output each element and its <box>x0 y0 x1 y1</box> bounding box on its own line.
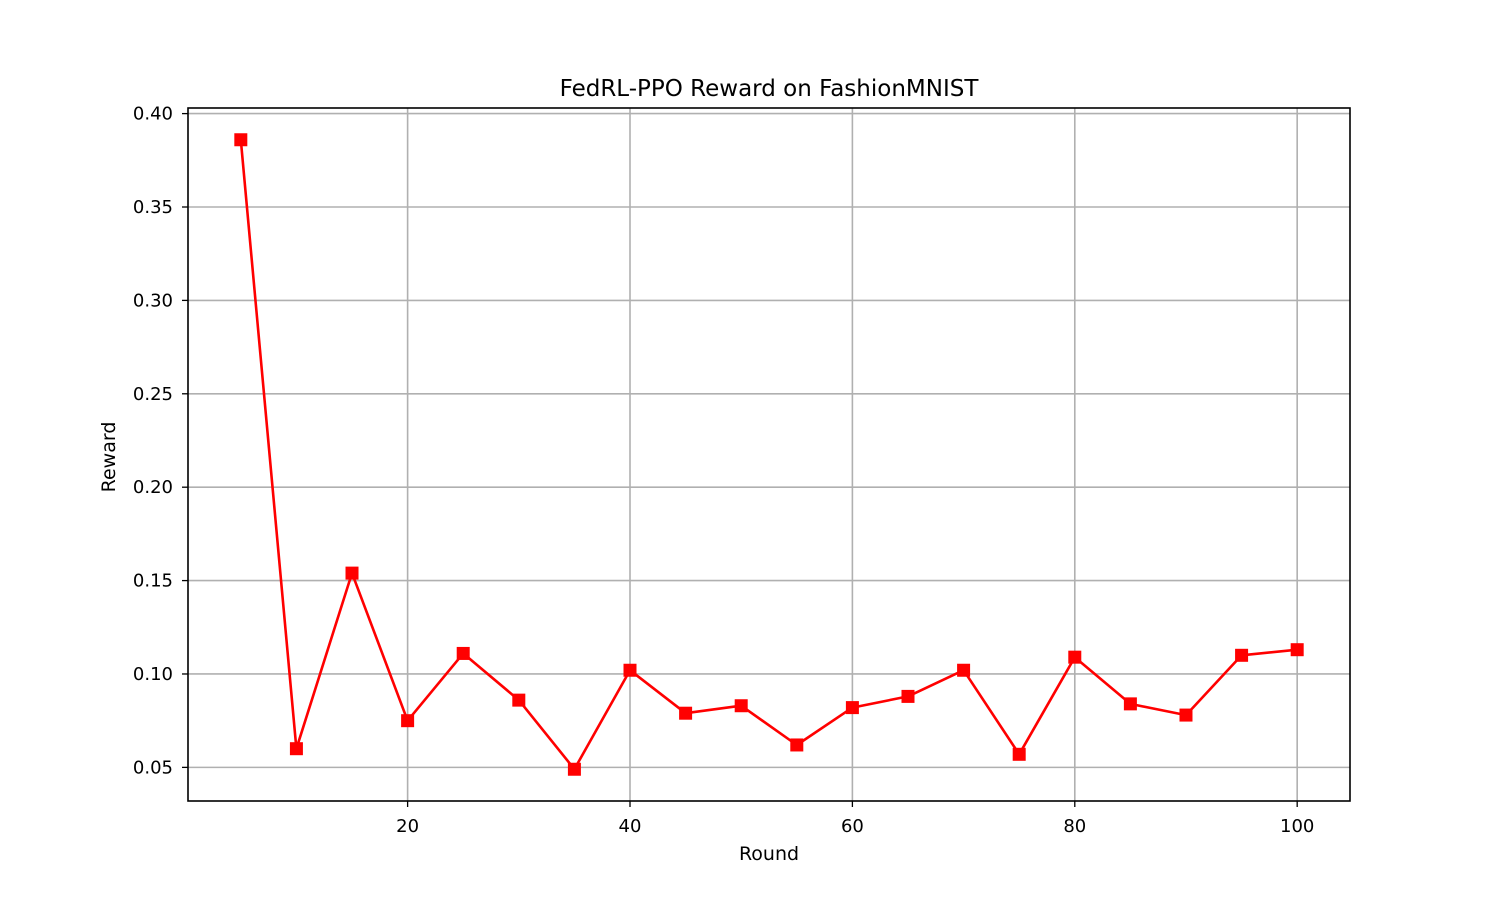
x-tick-label: 80 <box>1063 816 1086 837</box>
data-point <box>1012 747 1026 761</box>
data-point <box>1235 648 1249 662</box>
y-tick-label: 0.25 <box>133 384 173 405</box>
y-tick-label: 0.35 <box>133 197 173 218</box>
y-tick-label: 0.10 <box>133 664 173 685</box>
data-point <box>401 714 415 728</box>
y-tick-label: 0.20 <box>133 477 173 498</box>
data-point <box>957 663 971 677</box>
x-axis-label: Round <box>739 843 799 865</box>
plot-frame <box>187 107 1351 802</box>
series-line <box>239 139 1298 771</box>
y-axis-label: Reward <box>98 422 120 493</box>
data-point <box>567 762 581 776</box>
data-point <box>623 663 637 677</box>
y-tick-label: 0.15 <box>133 571 173 592</box>
data-point <box>901 689 915 703</box>
chart-title: FedRL-PPO Reward on FashionMNIST <box>560 76 980 102</box>
data-point <box>234 133 248 147</box>
y-axis: 0.05 0.10 0.15 0.20 0.25 0.30 0.35 0.40 <box>133 104 188 778</box>
y-tick-label: 0.05 <box>133 757 173 778</box>
data-point <box>734 699 748 713</box>
data-point <box>289 742 303 756</box>
data-point <box>1123 697 1137 711</box>
x-tick-label: 40 <box>619 816 642 837</box>
y-tick-label: 0.40 <box>133 104 173 125</box>
x-axis: 20 40 60 80 100 <box>396 801 1314 837</box>
data-point <box>512 693 526 707</box>
y-tick-label: 0.30 <box>133 290 173 311</box>
x-tick-label: 60 <box>841 816 864 837</box>
data-point <box>1068 650 1082 664</box>
data-point <box>456 646 470 660</box>
data-point <box>1290 643 1304 657</box>
data-point <box>790 738 804 752</box>
data-point <box>845 701 859 715</box>
data-point <box>679 706 693 720</box>
data-point <box>1179 708 1193 722</box>
x-tick-label: 20 <box>396 816 419 837</box>
data-point <box>345 566 359 580</box>
x-tick-label: 100 <box>1280 816 1314 837</box>
grid <box>188 108 1350 801</box>
series-layer <box>234 133 1304 776</box>
